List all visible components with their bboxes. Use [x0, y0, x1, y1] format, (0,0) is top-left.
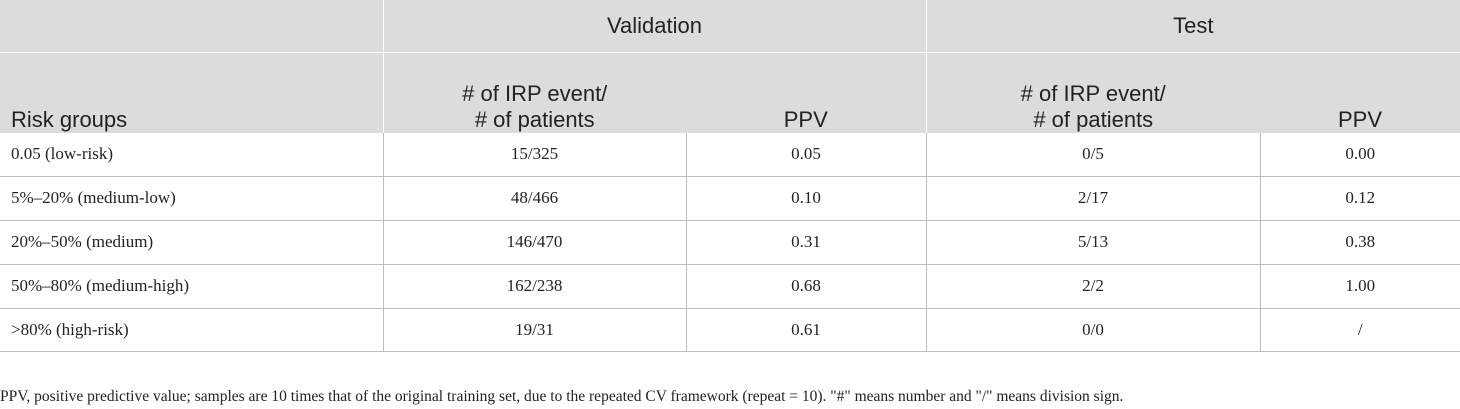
risk-groups-table: Validation Test Risk groups # of IRP eve… — [0, 0, 1460, 352]
validation-events-cell: 146/470 — [382, 220, 686, 265]
header-row-columns: Risk groups # of IRP event/ # of patient… — [0, 52, 1460, 133]
validation-events-cell: 19/31 — [382, 308, 686, 352]
table-row: 0.05 (low-risk) 15/325 0.05 0/5 0.00 — [0, 132, 1460, 177]
events-label-line2: # of patients — [474, 106, 595, 132]
events-label-line2: # of patients — [1033, 106, 1154, 132]
test-events-cell: 2/17 — [925, 176, 1260, 221]
header-validation-ppv: PPV — [686, 52, 926, 133]
header-risk-groups: Risk groups — [0, 52, 383, 133]
table-row: 50%–80% (medium-high) 162/238 0.68 2/2 1… — [0, 264, 1460, 309]
table-row: 5%–20% (medium-low) 48/466 0.10 2/17 0.1… — [0, 176, 1460, 221]
test-ppv-cell: / — [1259, 308, 1460, 352]
test-events-cell: 2/2 — [925, 264, 1260, 309]
test-events-cell: 0/5 — [925, 132, 1260, 177]
validation-events-cell: 162/238 — [382, 264, 686, 309]
test-ppv-cell: 0.00 — [1259, 132, 1460, 177]
risk-group-cell: 20%–50% (medium) — [0, 220, 383, 265]
header-validation-events: # of IRP event/ # of patients — [382, 52, 686, 133]
test-events-cell: 5/13 — [925, 220, 1260, 265]
validation-ppv-cell: 0.68 — [685, 264, 926, 309]
header-test: Test — [925, 0, 1460, 53]
validation-ppv-cell: 0.31 — [685, 220, 926, 265]
risk-group-cell: >80% (high-risk) — [0, 308, 383, 352]
events-label-line1: # of IRP event/ — [1020, 80, 1166, 106]
header-empty-cell — [0, 0, 383, 53]
events-label-line1: # of IRP event/ — [462, 80, 608, 106]
validation-events-cell: 15/325 — [382, 132, 686, 177]
validation-ppv-cell: 0.05 — [685, 132, 926, 177]
test-ppv-cell: 1.00 — [1259, 264, 1460, 309]
validation-events-cell: 48/466 — [382, 176, 686, 221]
test-ppv-cell: 0.12 — [1259, 176, 1460, 221]
table-row: >80% (high-risk) 19/31 0.61 0/0 / — [0, 308, 1460, 352]
validation-ppv-cell: 0.10 — [685, 176, 926, 221]
table-footnote: PPV, positive predictive value; samples … — [0, 388, 1124, 405]
validation-ppv-cell: 0.61 — [685, 308, 926, 352]
header-test-ppv: PPV — [1260, 52, 1460, 133]
test-events-cell: 0/0 — [925, 308, 1260, 352]
risk-group-cell: 0.05 (low-risk) — [0, 132, 383, 177]
header-validation: Validation — [382, 0, 926, 53]
header-row-groups: Validation Test — [0, 0, 1460, 53]
header-test-events: # of IRP event/ # of patients — [925, 52, 1260, 133]
risk-group-cell: 5%–20% (medium-low) — [0, 176, 383, 221]
test-ppv-cell: 0.38 — [1259, 220, 1460, 265]
table-row: 20%–50% (medium) 146/470 0.31 5/13 0.38 — [0, 220, 1460, 265]
risk-group-cell: 50%–80% (medium-high) — [0, 264, 383, 309]
